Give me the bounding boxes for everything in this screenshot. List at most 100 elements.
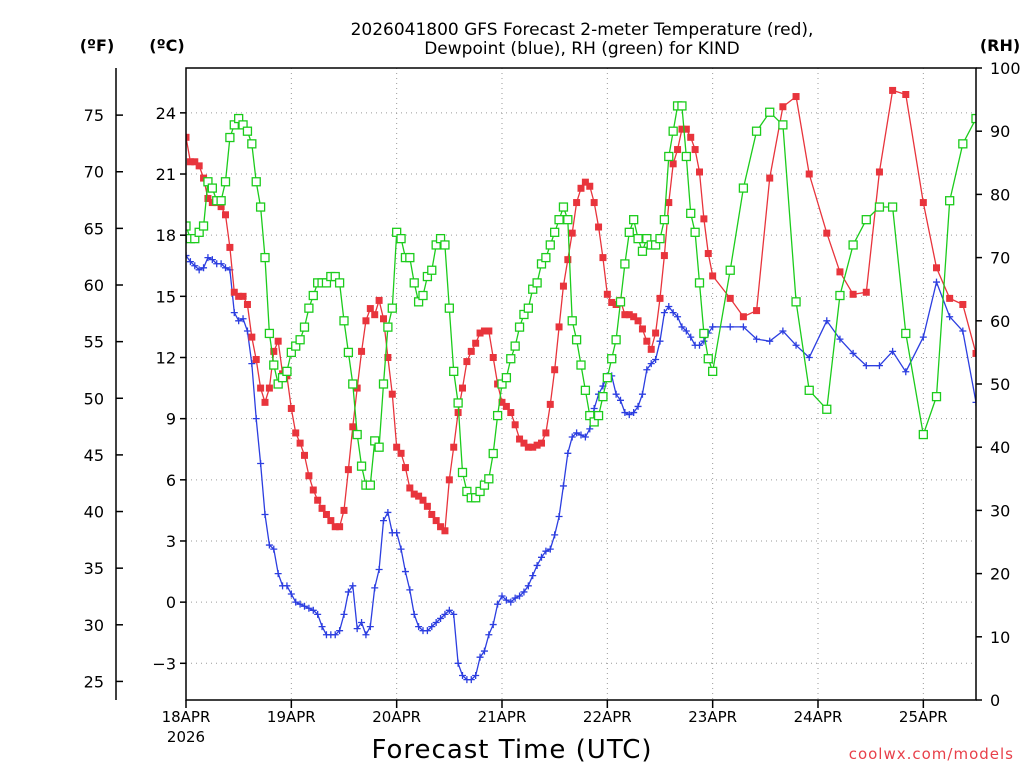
temperature-point xyxy=(476,329,484,337)
temperature-point xyxy=(191,158,199,166)
dewpoint-point xyxy=(779,327,787,335)
temperature-point xyxy=(344,466,352,474)
rh-point xyxy=(198,221,209,231)
temperature-point xyxy=(388,390,396,398)
rh-point xyxy=(444,303,454,313)
rh-point xyxy=(251,177,261,187)
dewpoint-point xyxy=(200,264,208,272)
dewpoint-point xyxy=(472,672,480,680)
dewpoint-point xyxy=(261,510,269,518)
dewpoint-point xyxy=(678,323,686,331)
temperature-point xyxy=(559,282,567,290)
dewpoint-point xyxy=(753,335,761,343)
temperature-point xyxy=(186,158,194,166)
dewpoint-point xyxy=(612,390,620,398)
dewpoint-point xyxy=(792,341,800,349)
temperature-point xyxy=(428,510,436,518)
rh-point xyxy=(532,278,542,288)
rh-point xyxy=(269,360,279,370)
rh-point xyxy=(220,177,231,187)
dewpoint-point xyxy=(520,588,528,596)
rh-point xyxy=(629,215,639,225)
dewpoint-point xyxy=(972,398,976,406)
temperature-point xyxy=(739,313,747,321)
temperature-point xyxy=(726,294,734,302)
dewpoint-point xyxy=(617,396,624,404)
dewpoint-point xyxy=(454,659,462,667)
dewpoint-point xyxy=(485,631,493,639)
celsius-tick-label: −3 xyxy=(152,654,176,673)
rh-point xyxy=(264,328,275,339)
rh-point xyxy=(418,290,428,301)
temperature-point xyxy=(551,366,559,374)
celsius-tick-label: 15 xyxy=(156,287,176,306)
rh-point xyxy=(378,379,389,389)
temperature-point xyxy=(608,298,616,306)
rh-point xyxy=(186,221,191,231)
rh-point xyxy=(427,265,437,275)
dewpoint-point xyxy=(507,598,515,606)
rh-point xyxy=(501,373,512,383)
dewpoint-point xyxy=(766,337,774,345)
temperature-point xyxy=(669,160,677,168)
dewpoint-point xyxy=(380,517,387,525)
rh-point xyxy=(304,303,314,313)
dewpoint-point xyxy=(682,327,690,335)
temperature-point xyxy=(195,162,203,170)
x-tick-label: 18APR xyxy=(162,708,211,726)
rh-point xyxy=(571,335,582,345)
dewpoint-point xyxy=(432,619,440,627)
rh-point xyxy=(738,183,749,193)
rh-point xyxy=(598,391,608,402)
rh-point xyxy=(971,113,976,124)
dewpoint-point xyxy=(511,594,519,602)
dewpoint-point xyxy=(445,606,453,614)
temperature-point xyxy=(862,288,870,296)
dewpoint-point xyxy=(533,561,541,569)
celsius-tick-label: 3 xyxy=(166,532,176,551)
rh-point xyxy=(681,151,691,162)
chart-title-line2: Dewpoint (blue), RH (green) for KIND xyxy=(424,39,740,59)
rh-point xyxy=(998,159,1006,167)
rh-point xyxy=(343,347,354,358)
temperature-point xyxy=(235,292,243,300)
rh-point xyxy=(356,461,367,471)
temperature-point xyxy=(647,345,655,353)
dewpoint-point xyxy=(344,588,352,596)
temperature-point xyxy=(410,490,418,498)
rh-point xyxy=(339,316,349,326)
temperature-point xyxy=(564,256,572,264)
rh-point xyxy=(901,328,911,339)
rh-tick-label: 0 xyxy=(990,691,1000,710)
fahrenheit-tick-label: 35 xyxy=(84,559,104,578)
fahrenheit-tick-label: 60 xyxy=(84,276,104,295)
dewpoint-point xyxy=(889,347,897,355)
temperature-point xyxy=(946,294,954,302)
dewpoint-point xyxy=(529,572,537,580)
dewpoint-point xyxy=(498,592,506,600)
rh-point xyxy=(216,196,226,206)
temperature-point xyxy=(573,199,581,207)
dewpoint-point xyxy=(875,362,883,370)
temperature-point xyxy=(270,347,278,355)
temperature-point xyxy=(634,317,642,325)
temperature-point xyxy=(450,443,458,451)
temperature-point xyxy=(933,264,940,272)
temperature-point xyxy=(919,199,927,207)
temperature-point xyxy=(603,290,611,298)
dewpoint-point xyxy=(538,553,545,561)
rh-tick-label: 50 xyxy=(990,375,1010,394)
temperature-point xyxy=(239,292,247,300)
dewpoint-point xyxy=(222,264,229,272)
temperature-point xyxy=(792,93,800,101)
temperature-point xyxy=(217,203,225,211)
dewpoint-point xyxy=(353,625,361,633)
dewpoint-point xyxy=(660,309,668,317)
dewpoint-point xyxy=(467,676,475,684)
rh-point xyxy=(887,202,898,212)
dewpoint-point xyxy=(239,315,247,323)
temperature-point xyxy=(296,439,304,447)
dewpoint-point xyxy=(862,362,870,370)
temperature-point xyxy=(524,443,532,451)
rh-point xyxy=(699,328,709,339)
